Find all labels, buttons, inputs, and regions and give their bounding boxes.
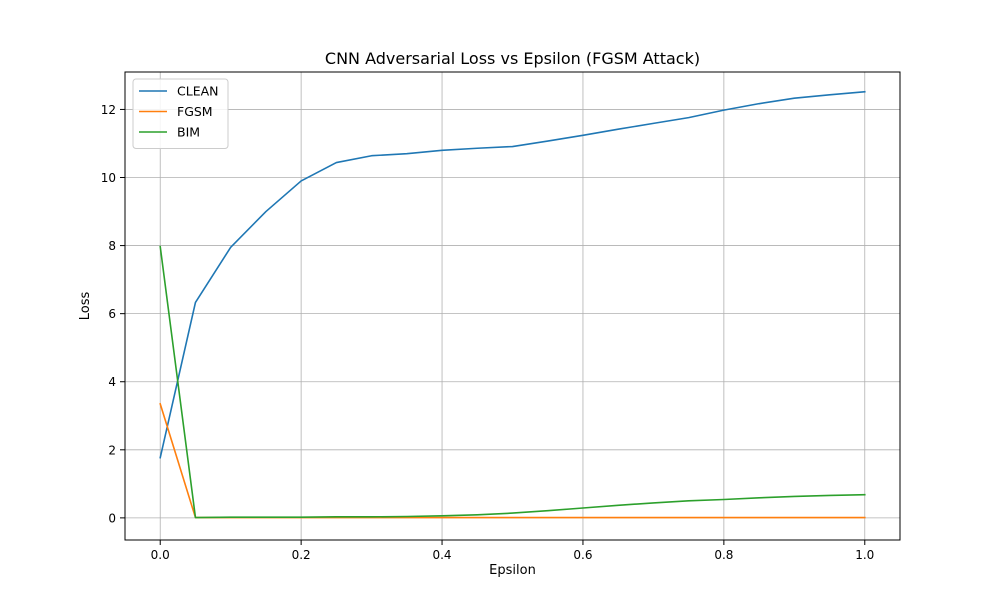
series-layer bbox=[159, 90, 866, 519]
legend-box bbox=[132, 78, 229, 149]
y-tick-label: 8 bbox=[108, 239, 116, 253]
y-tick-label: 6 bbox=[108, 307, 116, 321]
y-tick-label: 2 bbox=[108, 443, 116, 457]
legend-label-clean: CLEAN bbox=[177, 84, 219, 99]
x-tick-label: 0.2 bbox=[292, 548, 311, 562]
legend-label-bim: BIM bbox=[177, 125, 200, 140]
legend: CLEAN FGSM BIM bbox=[132, 78, 229, 149]
x-tick-label: 0.4 bbox=[432, 548, 451, 562]
x-axis-ticks: 0.0 0.2 0.4 0.6 0.8 1.0 bbox=[151, 540, 874, 562]
x-tick-label: 1.0 bbox=[855, 548, 874, 562]
y-tick-label: 10 bbox=[101, 171, 116, 185]
x-tick-label: 0.8 bbox=[714, 548, 733, 562]
x-tick-label: 0.0 bbox=[151, 548, 170, 562]
series-line-clean bbox=[159, 90, 866, 459]
y-axis-ticks: 0 2 4 6 8 10 12 bbox=[101, 103, 125, 525]
chart-title: CNN Adversarial Loss vs Epsilon (FGSM At… bbox=[325, 49, 700, 68]
y-tick-label: 0 bbox=[108, 511, 116, 525]
x-tick-label: 0.6 bbox=[573, 548, 592, 562]
x-axis-label: Epsilon bbox=[489, 563, 536, 578]
plot-frame bbox=[124, 71, 901, 541]
y-tick-label: 12 bbox=[101, 103, 116, 117]
legend-label-fgsm: FGSM bbox=[177, 104, 213, 119]
y-axis-label: Loss bbox=[78, 292, 93, 321]
series-line-bim bbox=[159, 245, 866, 519]
y-tick-label: 4 bbox=[108, 375, 116, 389]
